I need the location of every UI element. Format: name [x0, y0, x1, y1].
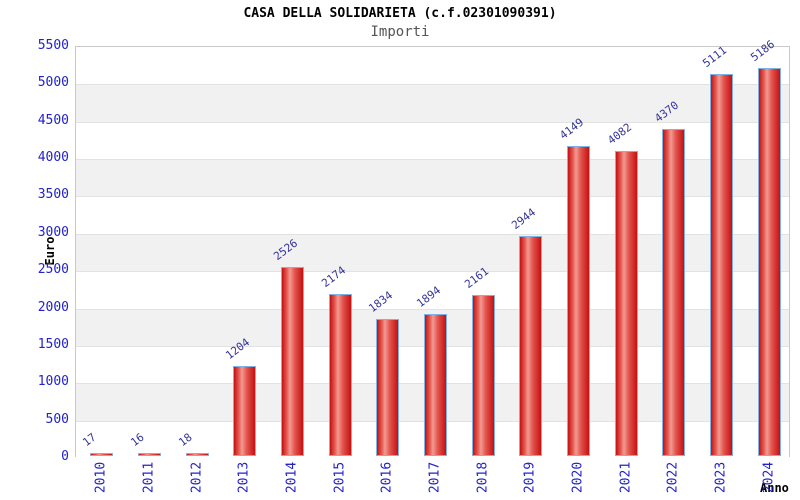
x-tick-label-2018: 2018: [475, 461, 491, 494]
bar-2011: [137, 453, 161, 456]
y-tick-label: 5000: [37, 75, 69, 91]
y-tick-label: 3500: [37, 187, 69, 203]
bar-2016: [376, 318, 400, 456]
bar-2013: [233, 366, 257, 456]
bar-2018: [471, 294, 495, 456]
gridline: [76, 159, 789, 161]
y-tick-label: 4000: [37, 150, 69, 166]
bar-2012: [185, 453, 209, 456]
y-tick-label: 1000: [37, 374, 69, 390]
y-tick-label: 0: [61, 449, 69, 464]
gridline: [76, 271, 789, 273]
chart-title: CASA DELLA SOLIDARIETA (c.f.02301090391): [243, 6, 557, 21]
y-tick-label: 3000: [37, 224, 69, 240]
x-tick-label-2013: 2013: [236, 461, 252, 494]
bar-2014: [280, 267, 304, 456]
x-tick-label-2023: 2023: [713, 461, 729, 494]
y-tick-label: 500: [45, 411, 69, 427]
bar-2010: [90, 453, 114, 456]
x-tick-label-2015: 2015: [332, 461, 348, 494]
bar-2024: [757, 68, 781, 456]
y-tick-label: 2000: [37, 299, 69, 315]
gridline: [76, 196, 789, 198]
y-tick-label: 2500: [37, 262, 69, 278]
x-tick-label-2011: 2011: [141, 461, 157, 494]
y-tick-label: 1500: [37, 336, 69, 352]
bar-2021: [614, 150, 638, 456]
y-tick-label: 4500: [37, 112, 69, 128]
bar-2015: [328, 293, 352, 456]
gridline: [76, 233, 789, 235]
x-tick-label-2016: 2016: [379, 461, 395, 494]
bar-2023: [709, 74, 733, 456]
x-tick-label-2017: 2017: [427, 461, 443, 494]
bar-2019: [519, 236, 543, 456]
plot-band: [76, 84, 789, 122]
gridline: [76, 84, 789, 86]
x-axis-title: Anno: [760, 481, 789, 495]
bar-2020: [566, 145, 590, 456]
x-tick-label-2021: 2021: [618, 461, 634, 494]
x-tick-label-2024: 2024: [761, 461, 777, 494]
x-tick-label-2020: 2020: [570, 461, 586, 494]
gridline: [76, 121, 789, 123]
gridline: [76, 308, 789, 310]
plot-area: [75, 46, 790, 458]
chart-subtitle: Importi: [370, 24, 430, 40]
x-tick-label-2010: 2010: [93, 461, 109, 494]
x-tick-label-2019: 2019: [522, 461, 538, 494]
x-tick-label-2014: 2014: [284, 461, 300, 494]
x-tick-label-2022: 2022: [665, 461, 681, 494]
y-axis-title: Euro: [43, 236, 57, 266]
plot-band: [76, 47, 789, 85]
x-tick-label-2012: 2012: [189, 461, 205, 494]
bar-2017: [423, 314, 447, 456]
y-tick-label: 5500: [37, 38, 69, 53]
bar-2022: [662, 129, 686, 456]
